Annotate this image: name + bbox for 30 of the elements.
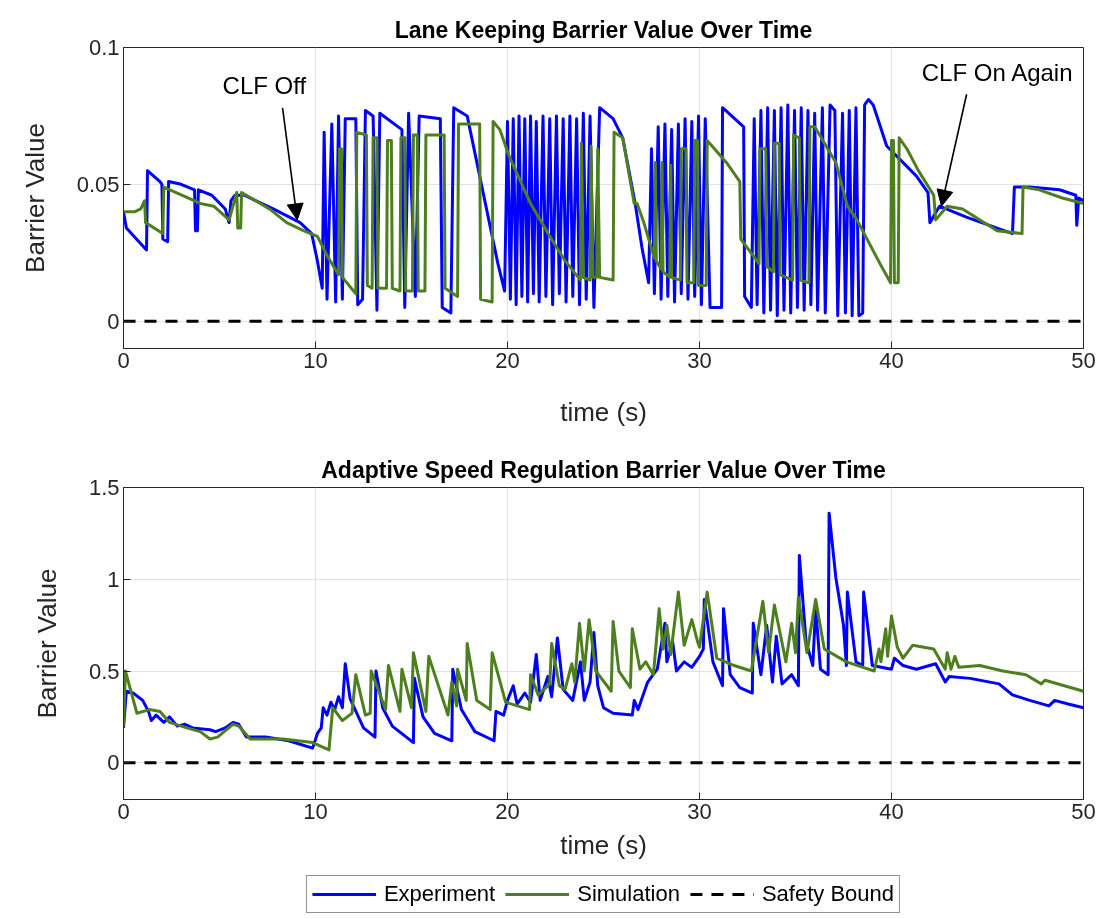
- x-tick-label: 50: [1071, 347, 1096, 373]
- x-tick-label: 10: [303, 347, 328, 373]
- y-tick-label: 0: [107, 750, 120, 776]
- y-tick-label: 1.5: [88, 475, 120, 500]
- x-tick-label: 20: [495, 798, 520, 824]
- x-tick-label: 30: [687, 798, 712, 824]
- chart-title: Lane Keeping Barrier Value Over Time: [394, 16, 813, 43]
- x-tick-label: 50: [1071, 798, 1096, 824]
- legend-label: Safety Bound: [761, 881, 895, 907]
- annotation: CLF On Again: [921, 58, 1073, 86]
- legend-label: Simulation: [577, 881, 680, 907]
- x-tick-label: 40: [879, 798, 904, 824]
- x-tick-label: 10: [303, 798, 328, 824]
- y-axis-title: Barrier Value: [19, 123, 50, 273]
- chart-title: Adaptive Speed Regulation Barrier Value Over Time: [321, 456, 886, 483]
- y-tick-label: 0: [107, 308, 120, 334]
- y-axis-title: Barrier Value: [31, 568, 62, 719]
- y-tick-label: 0.1: [88, 35, 120, 60]
- annotation: CLF Off: [222, 72, 307, 100]
- x-tick-label: 30: [687, 347, 712, 373]
- line-series: [123, 590, 1084, 752]
- y-tick-label: 0.5: [88, 658, 120, 684]
- x-axis-title: time (s): [560, 396, 647, 427]
- legend-label: Experiment: [383, 881, 496, 907]
- x-axis-title: time (s): [560, 829, 647, 860]
- y-tick-label: 0.05: [76, 171, 120, 197]
- y-tick-label: 1: [107, 566, 120, 592]
- x-tick-label: 20: [495, 347, 520, 373]
- line-series: [123, 119, 1084, 304]
- x-tick-label: 40: [879, 347, 904, 373]
